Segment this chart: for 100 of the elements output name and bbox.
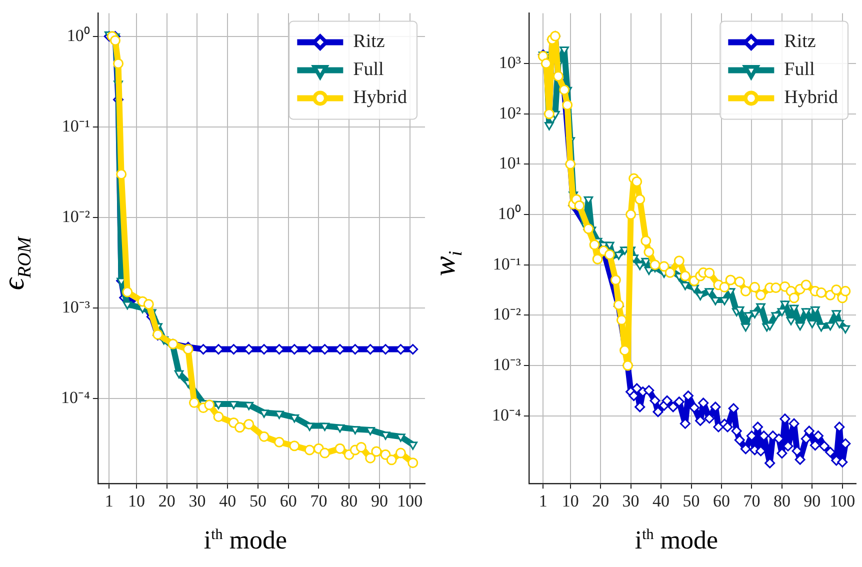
point bbox=[258, 431, 270, 442]
legend-label: Full bbox=[784, 59, 815, 80]
y-tick-label: 10⁻⁴ bbox=[492, 405, 521, 424]
y-tick-label: 10⁻³ bbox=[62, 297, 90, 316]
point bbox=[204, 400, 215, 410]
x-tick-label: 50 bbox=[249, 491, 266, 510]
x-tick-label: 100 bbox=[397, 491, 423, 510]
point bbox=[634, 194, 646, 205]
point bbox=[689, 402, 700, 413]
x-tick-label: 60 bbox=[712, 491, 730, 510]
point bbox=[662, 395, 672, 406]
x-tick-label: 1 bbox=[104, 491, 114, 510]
point bbox=[626, 209, 636, 220]
point bbox=[640, 236, 652, 246]
point bbox=[840, 438, 851, 449]
x-tick-label: 30 bbox=[622, 491, 640, 510]
y-tick-label: 10⁰ bbox=[498, 204, 521, 223]
y-tick-label: 10⁻³ bbox=[492, 354, 521, 374]
point bbox=[213, 411, 224, 422]
point bbox=[408, 344, 418, 355]
point bbox=[244, 402, 254, 410]
point bbox=[188, 397, 200, 408]
point bbox=[234, 422, 245, 433]
x-axis-title: i$^{th}$ mode bbox=[634, 524, 720, 557]
point bbox=[740, 286, 751, 296]
point bbox=[704, 268, 715, 278]
point bbox=[616, 314, 627, 326]
point bbox=[650, 260, 660, 270]
point bbox=[274, 436, 284, 448]
y-tick-label: 10⁻¹ bbox=[62, 116, 90, 136]
x-tick-label: 80 bbox=[773, 491, 790, 510]
point bbox=[320, 422, 330, 432]
point bbox=[826, 322, 835, 331]
point bbox=[819, 440, 830, 452]
point bbox=[562, 100, 573, 110]
point bbox=[644, 385, 654, 396]
point bbox=[644, 246, 654, 258]
x-axis-title: i$^{th}$ mode bbox=[202, 524, 288, 557]
point bbox=[604, 249, 615, 260]
point bbox=[719, 282, 730, 292]
point bbox=[840, 286, 851, 296]
point bbox=[831, 284, 842, 295]
point bbox=[116, 168, 127, 180]
point bbox=[749, 282, 760, 292]
point bbox=[680, 282, 690, 290]
y-tick-label: 10³ bbox=[498, 52, 521, 72]
point bbox=[756, 290, 766, 300]
y-tick-label: 10⁻¹ bbox=[492, 254, 521, 274]
point bbox=[816, 287, 826, 298]
legend-label: Full bbox=[353, 59, 384, 80]
point bbox=[770, 282, 782, 294]
y-tick-label: 10⁻² bbox=[62, 206, 90, 226]
point bbox=[632, 176, 642, 187]
point bbox=[800, 280, 812, 290]
point bbox=[704, 288, 714, 296]
point bbox=[592, 254, 603, 264]
x-tick-label: 70 bbox=[743, 491, 760, 510]
point bbox=[371, 446, 382, 457]
x-tick-label: 60 bbox=[280, 491, 297, 510]
point bbox=[808, 320, 817, 328]
point bbox=[680, 270, 690, 282]
point bbox=[320, 448, 330, 458]
legend-label: Ritz bbox=[784, 31, 816, 52]
point bbox=[182, 344, 194, 355]
point bbox=[574, 200, 585, 211]
point bbox=[544, 122, 554, 130]
point bbox=[610, 274, 621, 286]
point bbox=[834, 320, 844, 328]
point bbox=[734, 276, 745, 288]
point bbox=[365, 452, 376, 464]
point bbox=[408, 458, 418, 468]
x-tick-label: 90 bbox=[370, 491, 388, 510]
point bbox=[734, 434, 745, 446]
x-tick-label: 40 bbox=[652, 491, 670, 510]
y-tick-label: 10⁻² bbox=[492, 304, 521, 324]
point bbox=[110, 35, 120, 46]
point bbox=[668, 402, 678, 412]
point bbox=[122, 286, 133, 298]
point bbox=[122, 301, 132, 310]
point bbox=[795, 322, 805, 331]
point bbox=[658, 261, 670, 272]
point bbox=[395, 448, 406, 458]
point bbox=[786, 317, 796, 326]
point bbox=[356, 442, 366, 452]
x-tick-label: 20 bbox=[158, 491, 176, 510]
legend-label: Ritz bbox=[353, 31, 385, 52]
x-tick-label: 100 bbox=[830, 491, 856, 510]
point bbox=[589, 240, 600, 250]
point bbox=[741, 323, 750, 332]
point bbox=[725, 274, 736, 286]
y-tick-label: 10² bbox=[498, 103, 521, 122]
legend-label: Hybrid bbox=[353, 87, 408, 108]
point bbox=[334, 443, 346, 454]
point bbox=[113, 58, 124, 69]
x-tick-label: 30 bbox=[188, 491, 206, 510]
point bbox=[143, 298, 154, 310]
x-tick-label: 20 bbox=[592, 491, 610, 510]
point bbox=[289, 440, 300, 452]
y-tick-label: 10¹ bbox=[498, 154, 521, 173]
legend-label: Hybrid bbox=[784, 87, 838, 108]
